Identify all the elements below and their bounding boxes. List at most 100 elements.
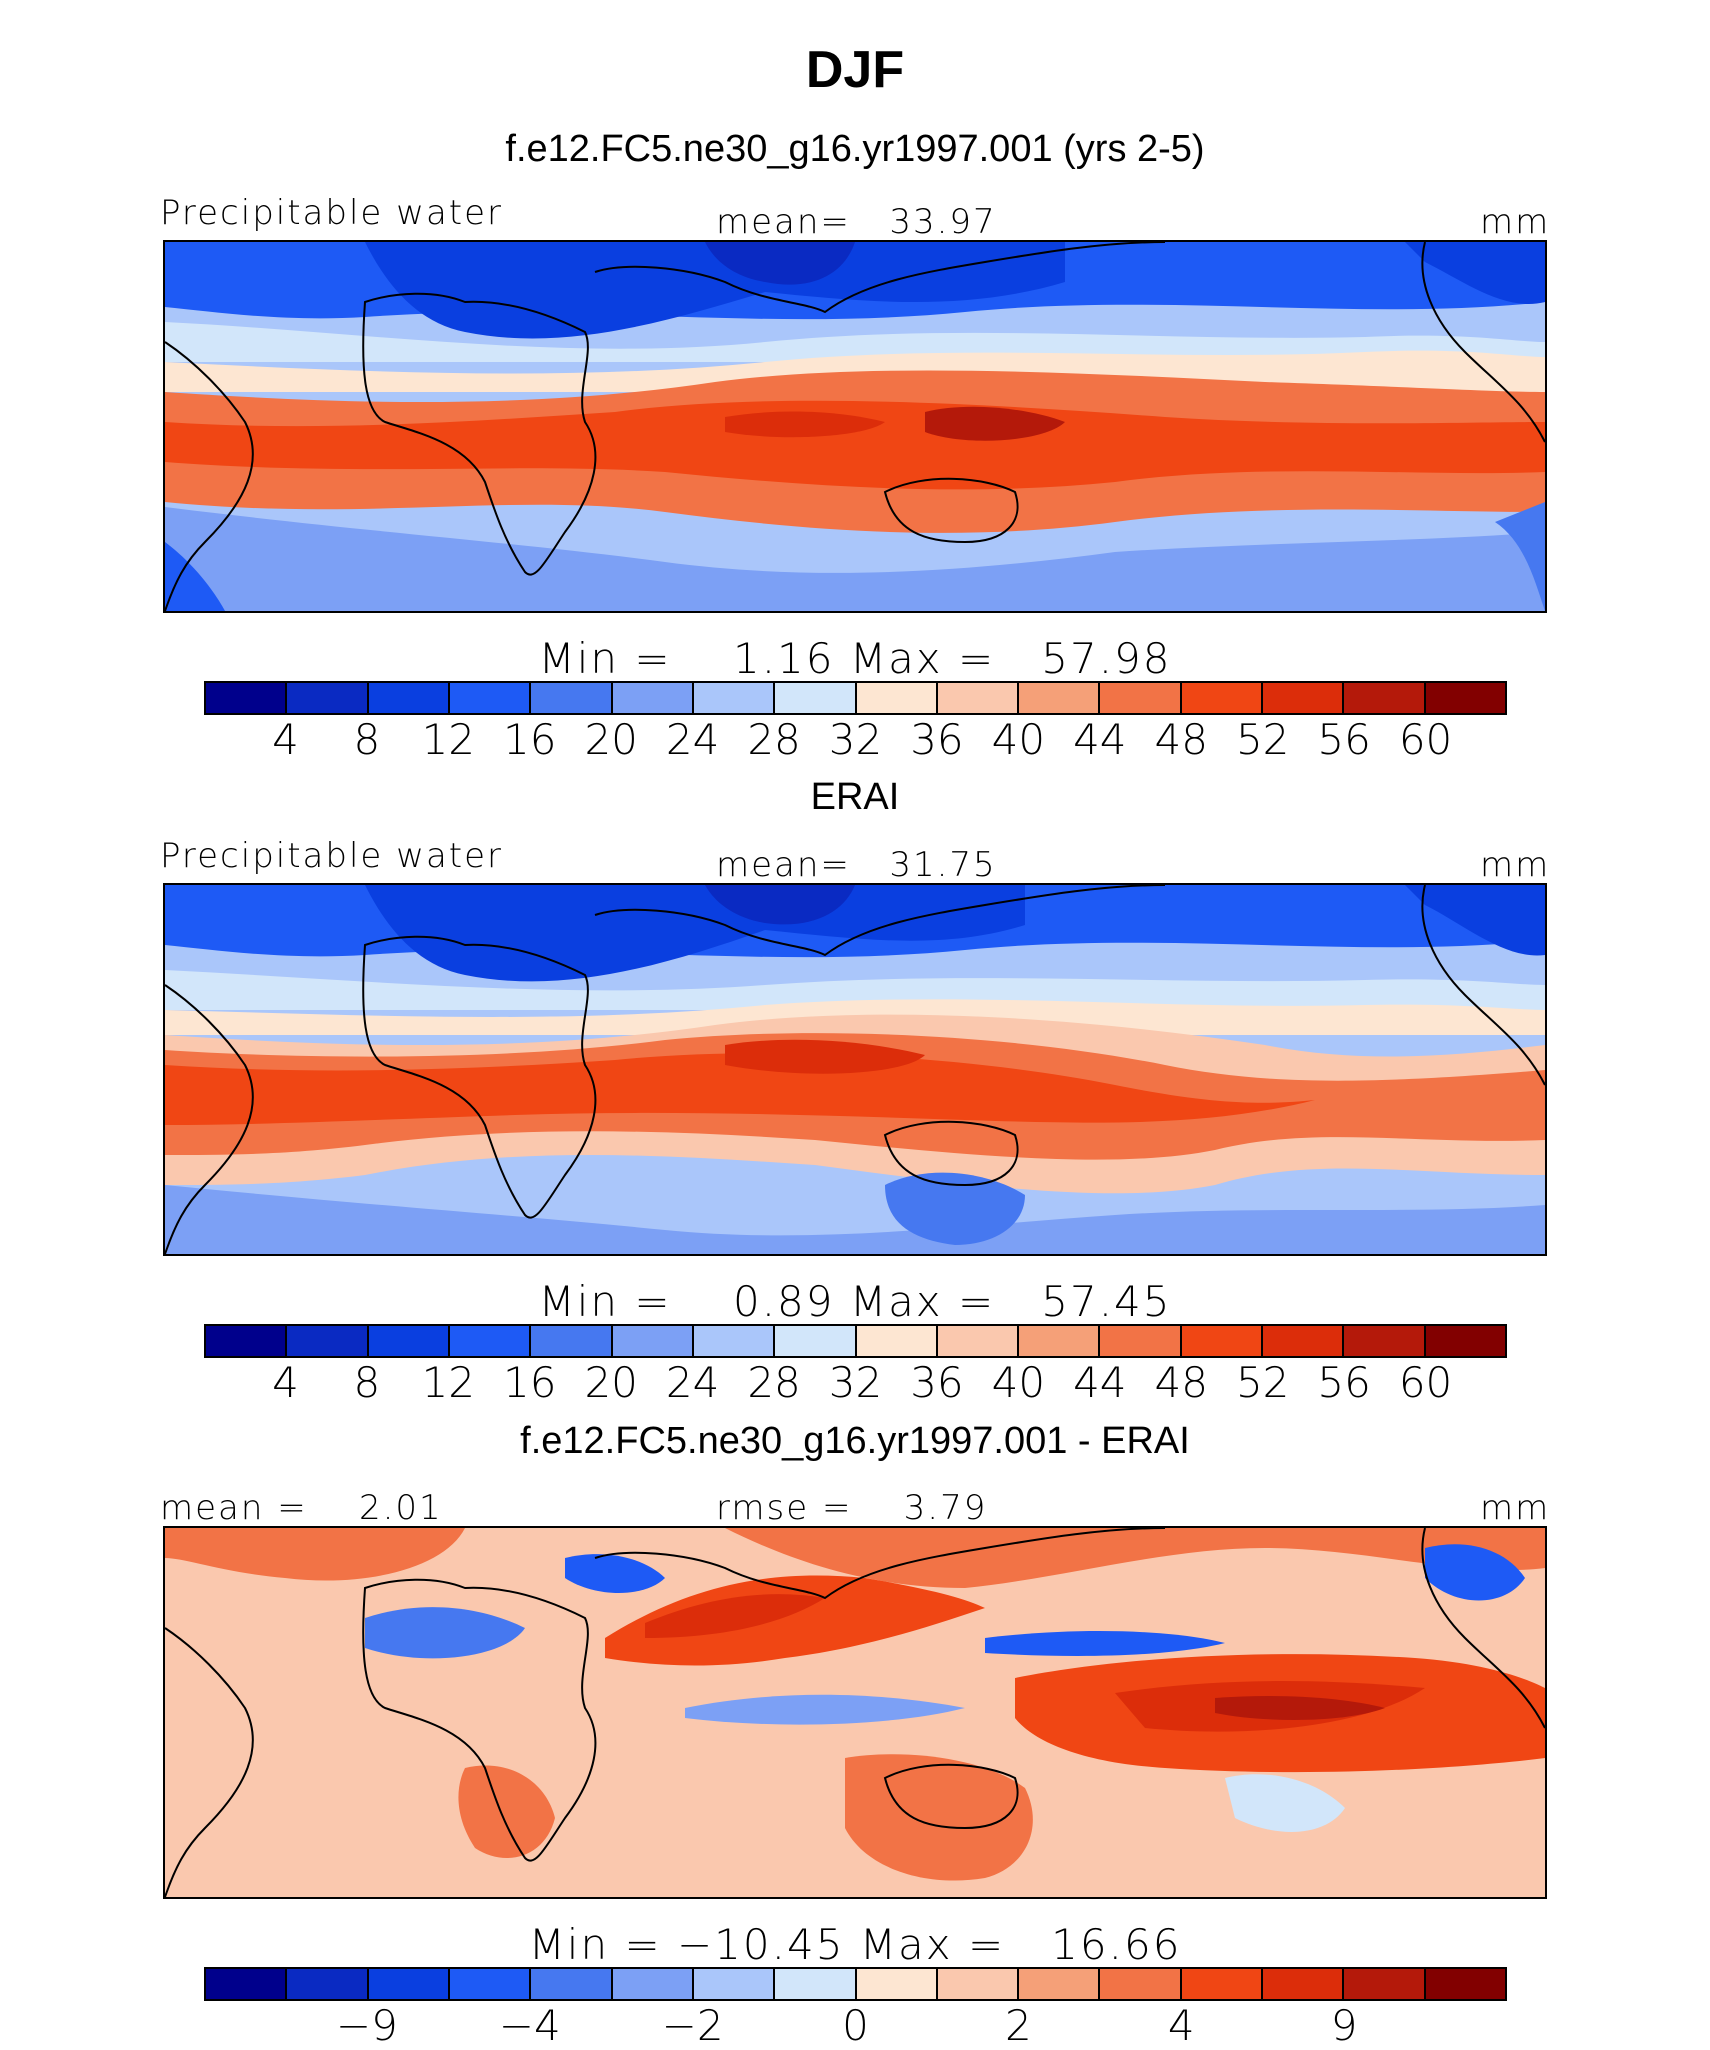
colorbar-tick-label: 48 xyxy=(1154,715,1208,764)
colorbar-swatch xyxy=(1019,683,1101,713)
colorbar-tick-label: 24 xyxy=(665,1358,720,1407)
colorbar-swatch xyxy=(1263,1326,1345,1356)
colorbar-tick-label: 60 xyxy=(1398,715,1453,764)
panel-2-colorbar-ticks: 4 8 12 16 20 24 28 32 36 40 44 48 52 56 60 xyxy=(0,1358,1710,1408)
colorbar-tick-label: 44 xyxy=(1073,715,1127,764)
colorbar-swatch xyxy=(449,683,532,713)
colorbar-tick-label: 32 xyxy=(828,715,883,764)
panel-1-minmax: Min = 1.16 Max = 57.98 xyxy=(538,634,1172,683)
panel-3-title: f.e12.FC5.ne30_g16.yr1997.001 - ERAI xyxy=(520,1420,1190,1462)
colorbar-tick-label: 9 xyxy=(1330,2001,1358,2050)
colorbar-tick-label: 0 xyxy=(842,2001,869,2050)
colorbar-tick-label: −4 xyxy=(498,2001,561,2050)
colorbar-swatch xyxy=(1100,1326,1182,1356)
colorbar-tick-label: 40 xyxy=(991,715,1046,764)
colorbar-swatch xyxy=(206,1326,288,1356)
panel-3-colorbar-ticks: −9 −4 −2 0 2 4 9 xyxy=(0,2001,1710,2050)
colorbar-swatch xyxy=(1019,1326,1101,1356)
colorbar-tick-label: −9 xyxy=(335,2001,398,2050)
colorbar-swatch xyxy=(612,683,694,713)
colorbar-swatch xyxy=(775,1326,857,1356)
colorbar-swatch xyxy=(206,1969,288,1999)
colorbar-swatch xyxy=(693,1969,776,1999)
colorbar-tick-label: 8 xyxy=(353,1358,381,1407)
colorbar-swatch xyxy=(449,1326,532,1356)
colorbar-swatch xyxy=(368,1969,450,1999)
panel-2-minmax: Min = 0.89 Max = 57.45 xyxy=(538,1277,1172,1326)
colorbar-swatch xyxy=(287,1969,369,1999)
panel-1-colorbar xyxy=(204,681,1507,715)
colorbar-swatch xyxy=(856,1969,938,1999)
panel-1-title: f.e12.FC5.ne30_g16.yr1997.001 (yrs 2-5) xyxy=(505,128,1205,170)
colorbar-swatch xyxy=(1344,683,1426,713)
panel-3-map xyxy=(163,1526,1547,1899)
colorbar-swatch xyxy=(693,1326,776,1356)
colorbar-tick-label: 24 xyxy=(665,715,720,764)
colorbar-swatch xyxy=(856,1326,938,1356)
colorbar-tick-label: 20 xyxy=(584,715,638,764)
panel-2-map xyxy=(163,883,1547,1256)
colorbar-swatch xyxy=(612,1969,694,1999)
colorbar-swatch xyxy=(1425,683,1505,713)
colorbar-tick-label: 56 xyxy=(1317,715,1371,764)
colorbar-swatch xyxy=(1181,1969,1264,1999)
colorbar-tick-label: 4 xyxy=(272,715,299,764)
panel-1-map xyxy=(163,240,1547,613)
colorbar-tick-label: 12 xyxy=(421,1358,476,1407)
colorbar-swatch xyxy=(531,1326,613,1356)
colorbar-swatch xyxy=(287,683,369,713)
colorbar-swatch xyxy=(206,683,288,713)
colorbar-swatch xyxy=(612,1326,694,1356)
colorbar-swatch xyxy=(1263,683,1345,713)
colorbar-swatch xyxy=(449,1969,532,1999)
colorbar-swatch xyxy=(1263,1969,1345,1999)
panel-2-mean: mean= 31.75 xyxy=(716,845,997,885)
colorbar-tick-label: 60 xyxy=(1398,1358,1453,1407)
colorbar-swatch xyxy=(937,1326,1020,1356)
colorbar-tick-label: 28 xyxy=(747,715,801,764)
colorbar-tick-label: 36 xyxy=(910,715,964,764)
colorbar-tick-label: 48 xyxy=(1154,1358,1208,1407)
colorbar-tick-label: 36 xyxy=(910,1358,964,1407)
panel-1-colorbar-ticks: 4 8 12 16 20 24 28 32 36 40 44 48 52 56 60 xyxy=(0,715,1710,765)
panel-3-mean: mean = 2.01 xyxy=(160,1488,443,1528)
colorbar-swatch xyxy=(1019,1969,1101,1999)
colorbar-swatch xyxy=(775,683,857,713)
colorbar-swatch xyxy=(368,683,450,713)
colorbar-swatch xyxy=(1344,1969,1426,1999)
colorbar-swatch xyxy=(1181,683,1264,713)
colorbar-swatch xyxy=(775,1969,857,1999)
colorbar-tick-label: 52 xyxy=(1235,715,1290,764)
colorbar-tick-label: −2 xyxy=(661,2001,724,2050)
panel-2-title: ERAI xyxy=(810,776,900,818)
colorbar-swatch xyxy=(937,1969,1020,1999)
colorbar-swatch xyxy=(1425,1969,1505,1999)
colorbar-tick-label: 28 xyxy=(747,1358,801,1407)
colorbar-tick-label: 32 xyxy=(828,1358,883,1407)
colorbar-swatch xyxy=(1100,683,1182,713)
colorbar-swatch xyxy=(937,683,1020,713)
colorbar-swatch xyxy=(693,683,776,713)
panel-3-rmse: rmse = 3.79 xyxy=(716,1488,988,1528)
colorbar-tick-label: 8 xyxy=(353,715,381,764)
panel-2-colorbar xyxy=(204,1324,1507,1358)
panel-1-units: mm xyxy=(1480,202,1551,242)
colorbar-tick-label: 52 xyxy=(1235,1358,1290,1407)
page-title: DJF xyxy=(805,41,905,99)
colorbar-tick-label: 4 xyxy=(1167,2001,1195,2050)
panel-1-mean: mean= 33.97 xyxy=(716,202,997,242)
colorbar-swatch xyxy=(856,683,938,713)
colorbar-tick-label: 44 xyxy=(1073,1358,1127,1407)
colorbar-swatch xyxy=(531,683,613,713)
colorbar-swatch xyxy=(287,1326,369,1356)
colorbar-tick-label: 20 xyxy=(584,1358,638,1407)
colorbar-tick-label: 16 xyxy=(503,1358,557,1407)
colorbar-tick-label: 12 xyxy=(421,715,476,764)
panel-2-units: mm xyxy=(1480,845,1551,885)
colorbar-swatch xyxy=(1425,1326,1505,1356)
colorbar-swatch xyxy=(1181,1326,1264,1356)
colorbar-swatch xyxy=(531,1969,613,1999)
panel-3-units: mm xyxy=(1480,1488,1551,1528)
colorbar-tick-label: 56 xyxy=(1317,1358,1371,1407)
colorbar-swatch xyxy=(368,1326,450,1356)
